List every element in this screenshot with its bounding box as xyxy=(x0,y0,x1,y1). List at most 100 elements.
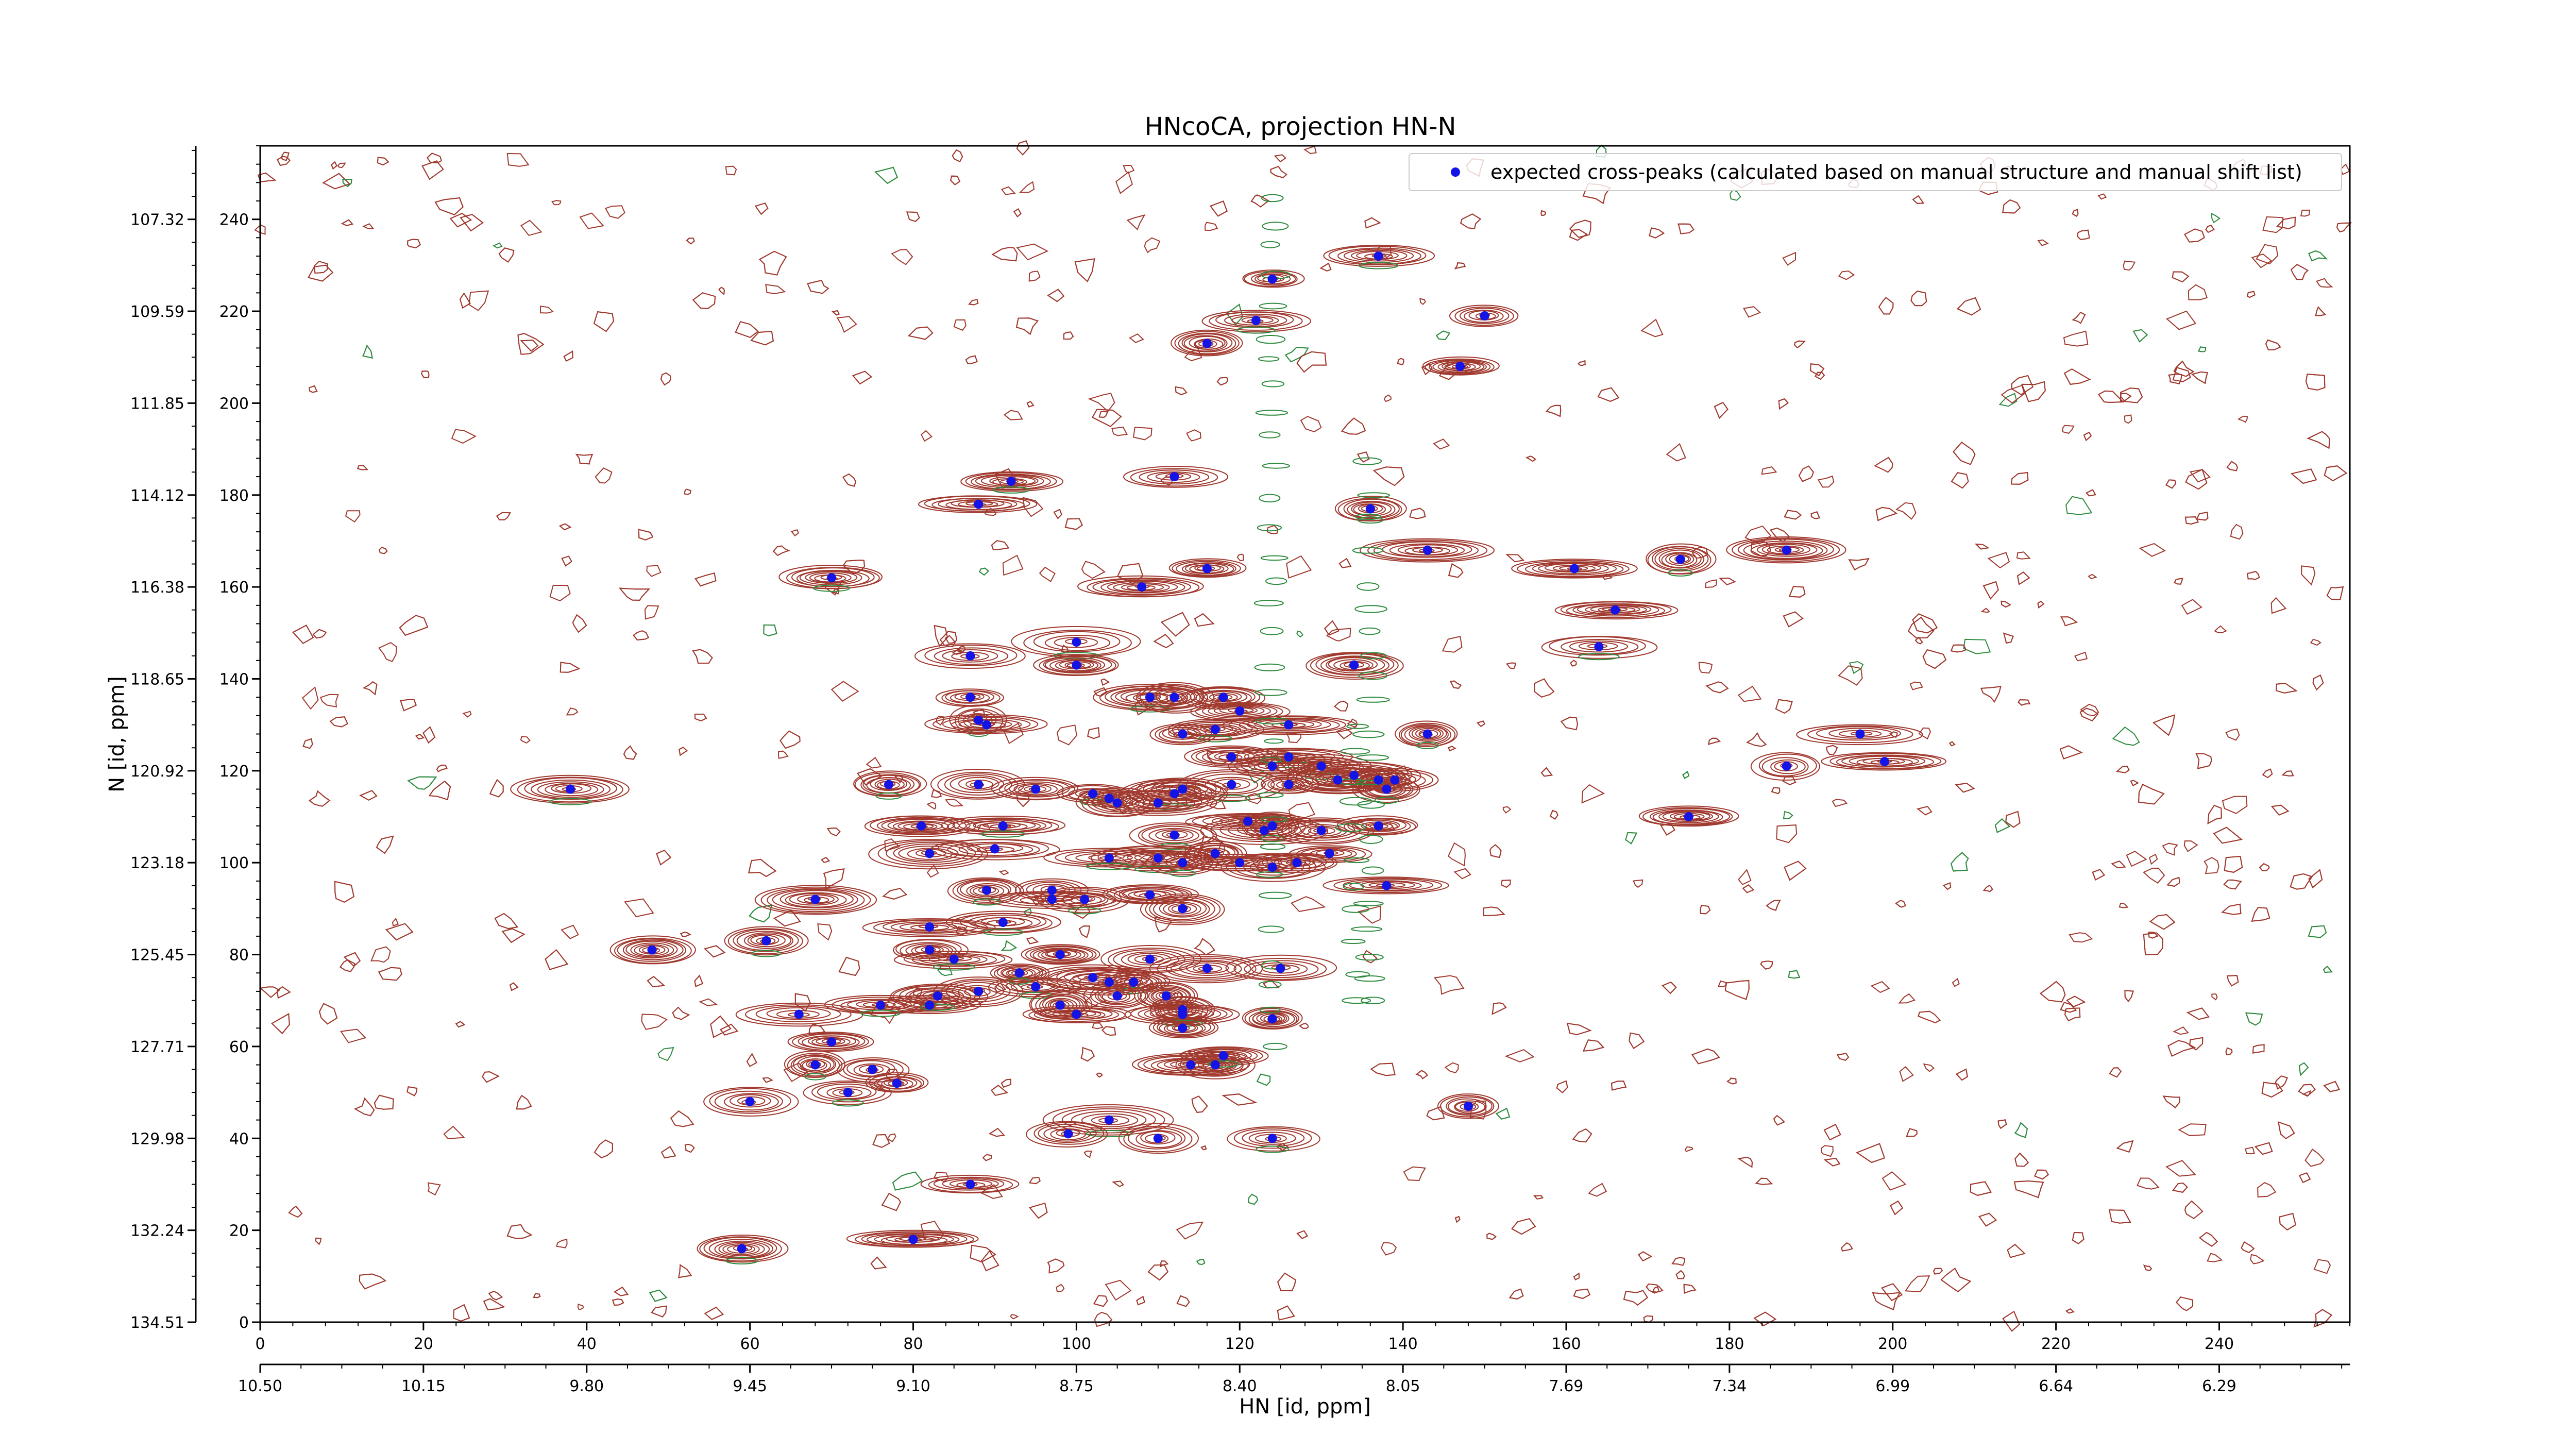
noise-contour xyxy=(1980,608,1990,613)
cross-peak-marker xyxy=(1031,784,1041,794)
noise-contour xyxy=(2184,516,2199,525)
noise-contour xyxy=(2173,1026,2189,1035)
noise-contour xyxy=(754,203,769,215)
noise-contour xyxy=(2162,1095,2180,1109)
peak-contour xyxy=(1228,822,1302,839)
noise-contour xyxy=(2221,903,2242,915)
noise-contour xyxy=(563,350,573,362)
noise-contour xyxy=(343,952,361,967)
peak-contour xyxy=(1224,313,1287,327)
noise-contour xyxy=(427,1182,441,1196)
noise-contour xyxy=(1719,577,1736,586)
noise-contour xyxy=(2290,873,2313,890)
peak-contour xyxy=(1152,989,1179,1002)
noise-contour xyxy=(339,959,355,972)
x-tick-label: 140 xyxy=(1388,1335,1417,1353)
noise-contour xyxy=(1216,377,1228,386)
noise-contour xyxy=(1545,404,1562,417)
noise-contour xyxy=(1726,1077,1737,1085)
noise-contour xyxy=(308,790,331,807)
noise-contour xyxy=(934,625,948,647)
peak-contour xyxy=(1021,944,1100,965)
peak-contour xyxy=(1163,902,1201,917)
x-tick-label: 220 xyxy=(2041,1335,2071,1353)
noise-contour xyxy=(1832,799,1848,807)
noise-contour xyxy=(1098,411,1109,418)
noise-contour xyxy=(1448,746,1456,752)
noise-contour xyxy=(2001,600,2011,608)
noise-contour xyxy=(1922,649,1947,669)
peak-contour xyxy=(1183,335,1228,352)
cross-peak-marker xyxy=(1145,890,1155,900)
noise-contour xyxy=(638,529,654,541)
noise-contour xyxy=(259,986,281,998)
noise-contour xyxy=(1088,393,1115,412)
cross-peak-marker xyxy=(982,720,992,730)
noise-contour xyxy=(704,945,726,958)
noise-contour xyxy=(718,286,725,295)
peak-contour xyxy=(1100,789,1217,816)
noise-contour xyxy=(455,1021,466,1028)
x-tick-label: 200 xyxy=(1878,1335,1907,1353)
noise-contour xyxy=(657,1047,674,1061)
noise-contour xyxy=(1950,852,1969,872)
noise-contour xyxy=(331,161,337,170)
y-ppm-tick-label: 107.32 xyxy=(130,211,184,229)
peak-contour xyxy=(699,1236,782,1262)
noise-contour xyxy=(2119,902,2129,908)
noise-contour xyxy=(2195,753,2212,769)
noise-contour xyxy=(1028,1176,1041,1185)
noise-contour xyxy=(1013,208,1022,218)
noise-contour xyxy=(2276,683,2298,694)
noise-contour xyxy=(2165,1160,2196,1177)
peak-contour xyxy=(868,839,988,870)
cross-peak-marker xyxy=(917,821,926,831)
cross-peak-marker xyxy=(810,895,820,904)
noise-contour xyxy=(998,870,1009,875)
peak-contour xyxy=(1176,853,1307,872)
negative-contour xyxy=(725,1257,758,1264)
peak-contour xyxy=(957,879,1017,901)
peak-contour xyxy=(784,1050,845,1078)
peak-contour xyxy=(1267,777,1310,792)
noise-contour xyxy=(312,629,327,639)
noise-contour xyxy=(443,1125,465,1139)
peak-contour xyxy=(1829,753,1942,770)
noise-contour xyxy=(1691,1048,1720,1065)
noise-contour xyxy=(506,1224,533,1240)
artifact-contour xyxy=(1342,905,1370,913)
noise-contour xyxy=(1912,613,1938,634)
cross-peak-marker xyxy=(1422,729,1432,739)
noise-contour xyxy=(763,624,777,637)
noise-contour xyxy=(482,1071,500,1083)
peak-contour xyxy=(898,846,959,862)
noise-contour xyxy=(2085,489,2096,497)
legend-label: expected cross-peaks (calculated based o… xyxy=(1490,161,2302,183)
peak-contour xyxy=(991,777,1078,801)
negative-contour xyxy=(1578,653,1620,661)
noise-contour xyxy=(965,355,978,364)
cross-peak-marker xyxy=(1267,863,1277,872)
cross-peak-marker xyxy=(1210,1060,1220,1070)
noise-contour xyxy=(1511,1218,1536,1235)
negative-contour xyxy=(993,486,1030,494)
negative-contour xyxy=(1256,1145,1290,1153)
noise-contour xyxy=(649,1289,668,1302)
negative-contour xyxy=(1207,1060,1240,1068)
noise-contour xyxy=(376,835,394,854)
noise-contour xyxy=(2315,306,2327,316)
peak-contour xyxy=(1758,753,1817,778)
noise-contour xyxy=(1540,210,1547,216)
cross-peak-marker xyxy=(1153,798,1163,808)
peak-contour xyxy=(779,890,854,908)
noise-contour xyxy=(2241,1241,2255,1254)
noise-contour xyxy=(2181,599,2202,615)
peak-contour xyxy=(1095,986,1142,1005)
x-tick-label: 20 xyxy=(414,1335,433,1353)
peak-contour xyxy=(1395,720,1458,747)
noise-contour xyxy=(1783,611,1804,628)
noise-contour xyxy=(2115,765,2130,773)
noise-contour xyxy=(1001,186,1016,195)
noise-contour xyxy=(1147,1264,1169,1281)
noise-contour xyxy=(926,864,939,878)
